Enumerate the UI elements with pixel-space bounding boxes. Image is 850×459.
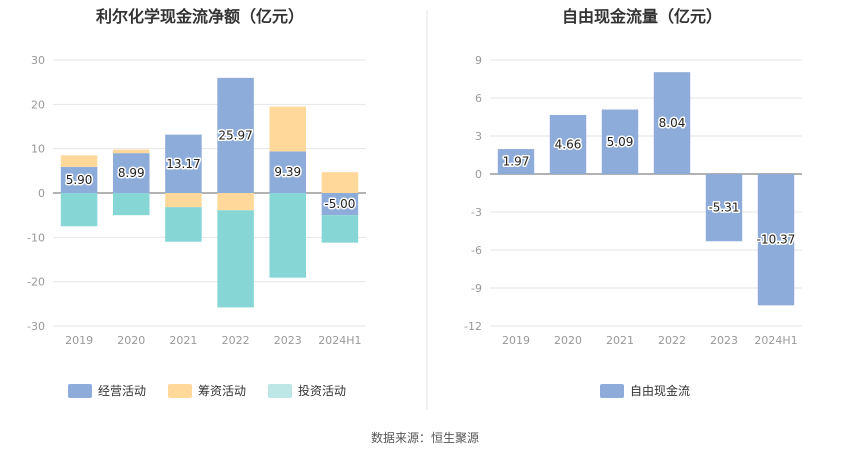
y-tick-label: 10 (31, 143, 45, 156)
legend-swatch (168, 384, 192, 398)
bar (757, 174, 795, 306)
bar (112, 193, 150, 216)
y-tick-label: -3 (471, 206, 482, 219)
x-tick-label: 2024H1 (754, 334, 797, 347)
y-tick-label: -6 (471, 244, 482, 257)
legend-swatch (600, 384, 624, 398)
bar (60, 166, 98, 193)
bar (112, 149, 150, 154)
y-tick-label: 0 (38, 187, 45, 200)
x-tick-label: 2022 (658, 334, 686, 347)
data-label: 13.17 (166, 157, 200, 171)
bar (601, 109, 639, 174)
bar (497, 149, 535, 174)
bar (321, 172, 359, 193)
y-tick-label: -10 (27, 231, 45, 244)
bar (269, 106, 307, 152)
x-tick-label: 2022 (222, 334, 250, 347)
y-tick-label: -30 (27, 320, 45, 333)
data-label: -5.00 (324, 197, 355, 211)
bar (705, 174, 743, 242)
bar (165, 193, 202, 208)
legend-label: 投资活动 (298, 383, 346, 398)
x-tick-label: 2024H1 (318, 334, 361, 347)
bar (165, 134, 202, 193)
bar (60, 193, 98, 227)
bar (269, 193, 307, 278)
cash-flow-chart: 30 20 10 0 -10 -20 -30 2019 5.90 2020 8.99 2021 13.1… (27, 54, 366, 347)
cash-flow-legend: 经营活动 筹资活动 投资活动 (68, 383, 346, 398)
data-label: -10.37 (757, 233, 796, 247)
data-label: 9.39 (274, 165, 301, 179)
legend-swatch (268, 384, 292, 398)
legend-label: 经营活动 (98, 384, 146, 398)
bar (60, 155, 98, 167)
bar (165, 207, 202, 242)
x-tick-label: 2019 (65, 334, 93, 347)
bar (217, 210, 254, 308)
legend-label: 自由现金流 (630, 383, 690, 398)
y-tick-label: -20 (27, 276, 45, 289)
y-tick-label: 9 (475, 54, 482, 67)
y-tick-label: 3 (475, 130, 482, 143)
x-tick-label: 2019 (502, 334, 530, 347)
chart-title-free-cash-flow: 自由现金流量（亿元） (562, 7, 722, 26)
chart-title-cash-flow: 利尔化学现金流净额（亿元） (96, 7, 304, 26)
y-tick-label: -9 (471, 282, 482, 295)
x-tick-label: 2023 (710, 334, 738, 347)
legend-label: 筹资活动 (198, 384, 246, 398)
data-label: 4.66 (555, 137, 582, 151)
y-tick-label: -12 (464, 320, 482, 333)
bar (217, 77, 254, 193)
legend-swatch (68, 384, 92, 398)
bar (653, 72, 691, 174)
data-label: 1.97 (503, 155, 530, 169)
bar (269, 151, 307, 193)
y-tick-label: 20 (31, 98, 45, 111)
data-label: 5.90 (66, 173, 93, 187)
x-tick-label: 2020 (554, 334, 582, 347)
bar (112, 153, 150, 193)
data-label: 8.99 (118, 166, 145, 180)
y-tick-label: 0 (475, 168, 482, 181)
y-tick-label: 6 (475, 92, 482, 105)
data-label: 5.09 (607, 135, 634, 149)
bar (321, 193, 359, 216)
data-label: 8.04 (659, 116, 686, 130)
y-tick-label: 30 (31, 54, 45, 67)
data-source: 数据来源：恒生聚源 (371, 430, 479, 445)
data-label: 25.97 (218, 128, 252, 142)
data-label: -5.31 (708, 201, 739, 215)
x-tick-label: 2020 (117, 334, 145, 347)
x-tick-label: 2023 (274, 334, 302, 347)
x-tick-label: 2021 (169, 334, 197, 347)
free-cash-flow-chart: 9 6 3 0 -3 -6 -9 -12 2019 1.97 2020 4.66 2021 5.09 202… (464, 54, 802, 347)
bar (549, 114, 587, 174)
bar (217, 193, 254, 211)
bar (321, 215, 359, 243)
x-tick-label: 2021 (606, 334, 634, 347)
free-cash-flow-legend: 自由现金流 (600, 383, 690, 398)
